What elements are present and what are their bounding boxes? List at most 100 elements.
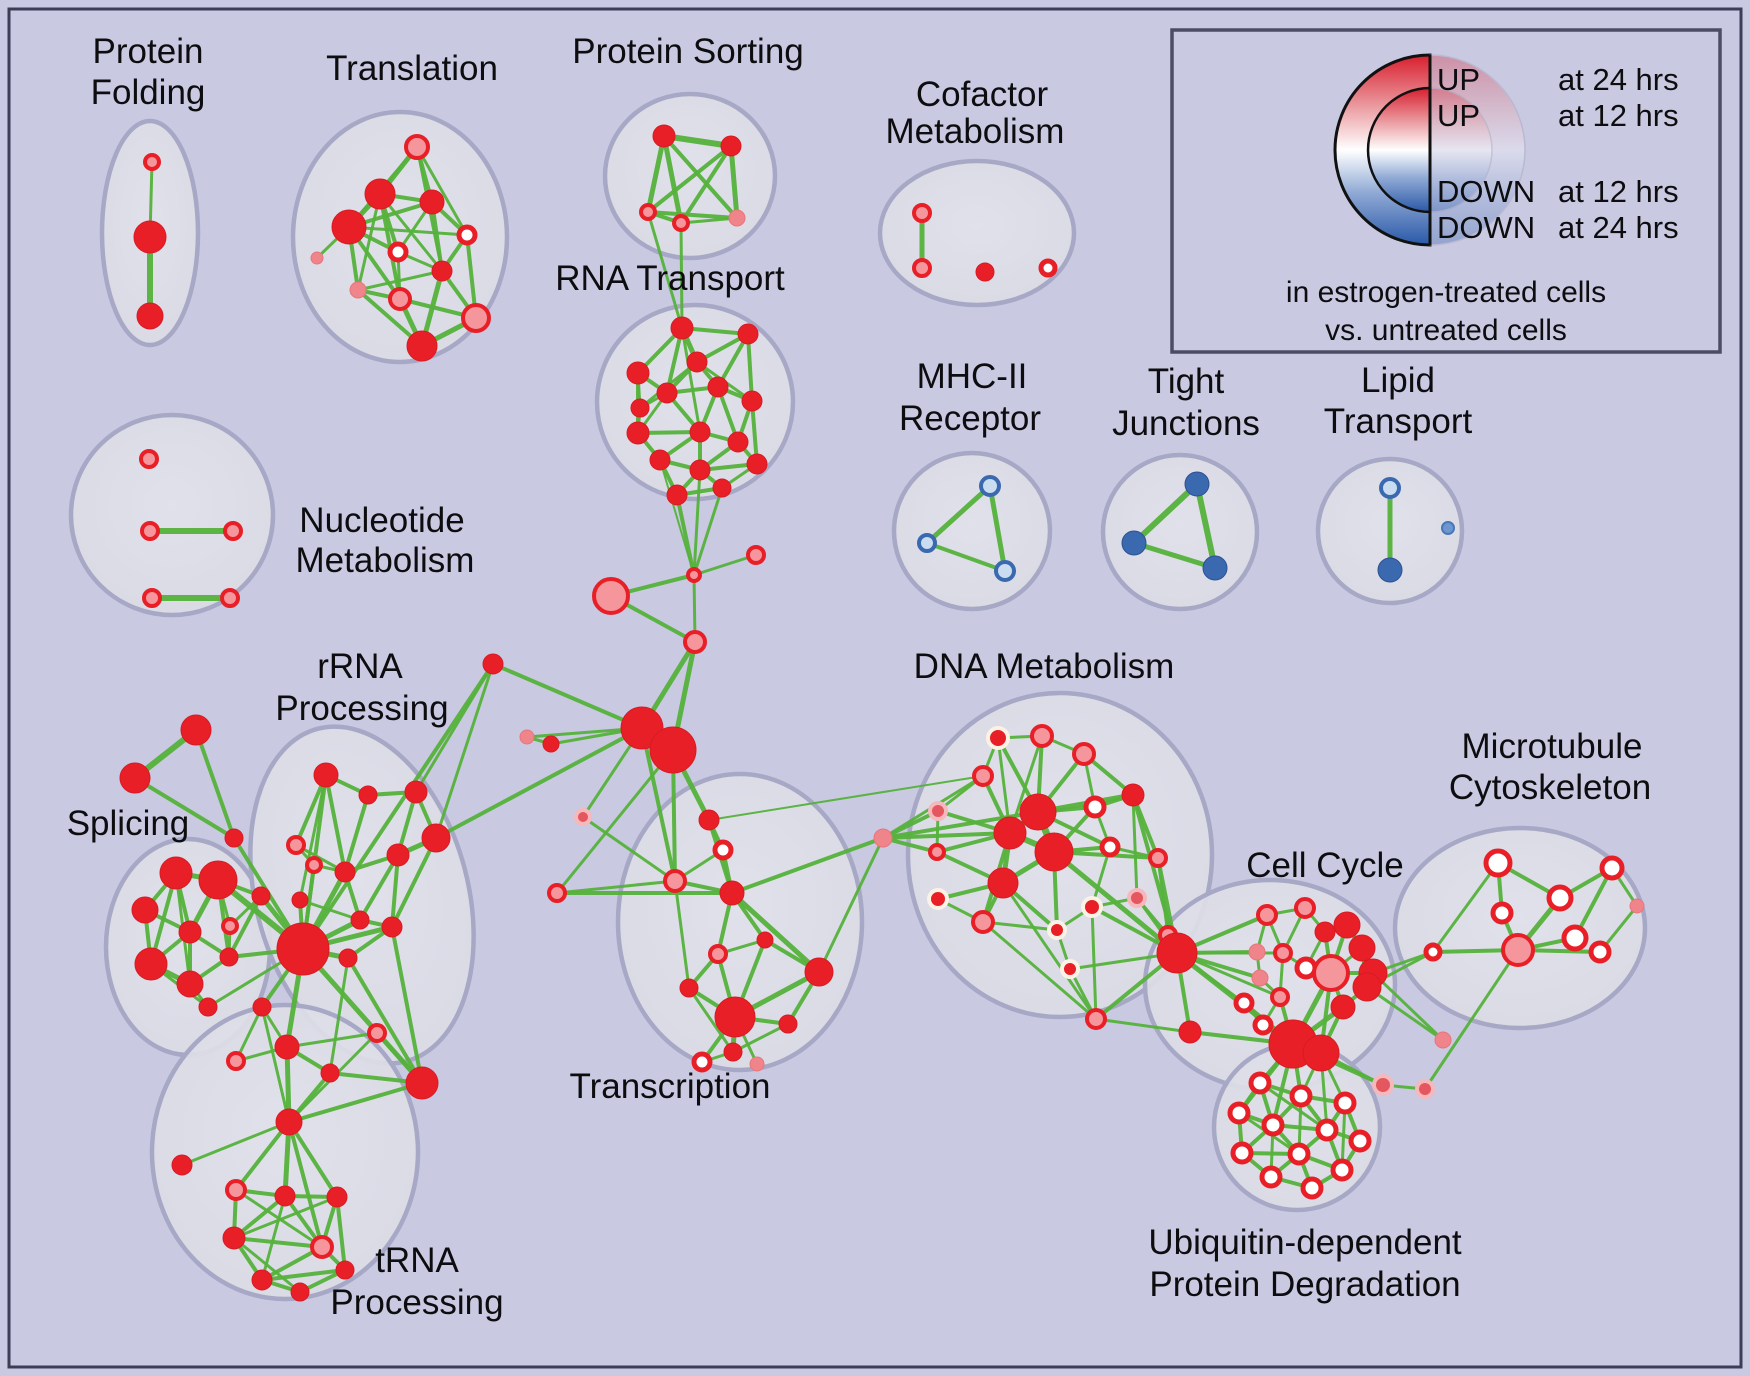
gene-node[interactable] [1348, 1129, 1372, 1153]
gene-node[interactable] [670, 316, 694, 340]
gene-node[interactable] [972, 765, 994, 787]
gene-node[interactable] [1294, 897, 1316, 919]
gene-node[interactable] [198, 997, 218, 1017]
gene-node[interactable] [1072, 742, 1096, 766]
gene-node[interactable] [386, 843, 410, 867]
gene-node[interactable] [592, 577, 630, 615]
gene-node[interactable] [639, 203, 657, 221]
gene-node[interactable] [1302, 1034, 1340, 1072]
gene-node[interactable] [251, 886, 271, 906]
gene-node[interactable] [1081, 896, 1103, 918]
gene-node[interactable] [133, 220, 167, 254]
gene-node[interactable] [912, 258, 932, 278]
gene-node[interactable] [1019, 793, 1057, 831]
gene-node[interactable] [1300, 1176, 1324, 1200]
gene-node[interactable] [519, 729, 535, 745]
gene-node[interactable] [986, 726, 1010, 750]
gene-node[interactable] [456, 224, 478, 246]
gene-node[interactable] [1248, 1071, 1272, 1095]
gene-node[interactable] [1287, 1142, 1311, 1166]
gene-node[interactable] [226, 1051, 246, 1071]
gene-node[interactable] [1273, 943, 1293, 963]
gene-node[interactable] [313, 762, 339, 788]
gene-node[interactable] [1248, 943, 1266, 961]
gene-node[interactable] [1561, 924, 1589, 952]
gene-node[interactable] [1315, 1118, 1339, 1142]
gene-node[interactable] [482, 653, 504, 675]
gene-node[interactable] [712, 478, 732, 498]
gene-node[interactable] [220, 588, 240, 608]
gene-node[interactable] [1259, 1165, 1283, 1189]
gene-node[interactable] [630, 398, 650, 418]
gene-node[interactable] [689, 459, 711, 481]
gene-node[interactable] [1483, 848, 1513, 878]
gene-node[interactable] [1251, 969, 1269, 987]
gene-node[interactable] [1441, 521, 1455, 535]
gene-node[interactable] [358, 785, 378, 805]
gene-node[interactable] [626, 421, 650, 445]
gene-node[interactable] [387, 241, 409, 263]
gene-node[interactable] [1184, 471, 1210, 497]
gene-node[interactable] [338, 948, 358, 968]
gene-node[interactable] [310, 1235, 334, 1259]
gene-node[interactable] [290, 1282, 310, 1302]
gene-node[interactable] [1233, 992, 1255, 1014]
gene-node[interactable] [746, 545, 766, 565]
gene-node[interactable] [741, 390, 763, 412]
gene-node[interactable] [364, 178, 396, 210]
gene-node[interactable] [1333, 911, 1361, 939]
gene-node[interactable] [310, 251, 324, 265]
gene-node[interactable] [431, 260, 453, 282]
gene-node[interactable] [714, 996, 756, 1038]
gene-node[interactable] [1330, 994, 1356, 1020]
gene-node[interactable] [286, 835, 306, 855]
gene-node[interactable] [1148, 848, 1168, 868]
gene-node[interactable] [305, 856, 323, 874]
gene-node[interactable] [686, 351, 708, 373]
gene-node[interactable] [723, 1042, 743, 1062]
gene-node[interactable] [663, 869, 687, 893]
gene-node[interactable] [1546, 884, 1574, 912]
gene-node[interactable] [626, 361, 650, 385]
gene-node[interactable] [331, 209, 367, 245]
gene-node[interactable] [1227, 1101, 1251, 1125]
gene-node[interactable] [804, 957, 834, 987]
gene-node[interactable] [993, 816, 1027, 850]
gene-node[interactable] [1085, 1008, 1107, 1030]
gene-node[interactable] [1060, 959, 1080, 979]
gene-node[interactable] [291, 891, 309, 909]
gene-node[interactable] [672, 214, 690, 232]
gene-node[interactable] [223, 521, 243, 541]
gene-node[interactable] [1434, 1031, 1452, 1049]
gene-node[interactable] [349, 281, 367, 299]
gene-node[interactable] [219, 947, 239, 967]
gene-node[interactable] [778, 1014, 798, 1034]
gene-node[interactable] [975, 262, 995, 282]
gene-node[interactable] [139, 449, 159, 469]
gene-node[interactable] [388, 287, 412, 311]
gene-node[interactable] [421, 823, 451, 853]
gene-node[interactable] [979, 475, 1001, 497]
gene-node[interactable] [1099, 836, 1121, 858]
gene-node[interactable] [691, 1051, 713, 1073]
gene-node[interactable] [334, 861, 356, 883]
gene-node[interactable] [326, 1186, 348, 1208]
gene-node[interactable] [136, 302, 164, 330]
gene-node[interactable] [1178, 1020, 1202, 1044]
gene-node[interactable] [1121, 783, 1145, 807]
gene-node[interactable] [1121, 530, 1147, 556]
gene-node[interactable] [649, 726, 697, 774]
gene-node[interactable] [1415, 1079, 1435, 1099]
gene-node[interactable] [917, 533, 937, 553]
gene-node[interactable] [119, 762, 151, 794]
gene-node[interactable] [656, 382, 678, 404]
gene-node[interactable] [1270, 987, 1290, 1007]
gene-node[interactable] [1261, 1113, 1285, 1137]
gene-node[interactable] [689, 421, 711, 443]
gene-node[interactable] [404, 134, 430, 160]
gene-node[interactable] [178, 920, 202, 944]
gene-node[interactable] [320, 1063, 340, 1083]
gene-node[interactable] [252, 997, 272, 1017]
gene-node[interactable] [756, 931, 774, 949]
gene-node[interactable] [987, 867, 1019, 899]
